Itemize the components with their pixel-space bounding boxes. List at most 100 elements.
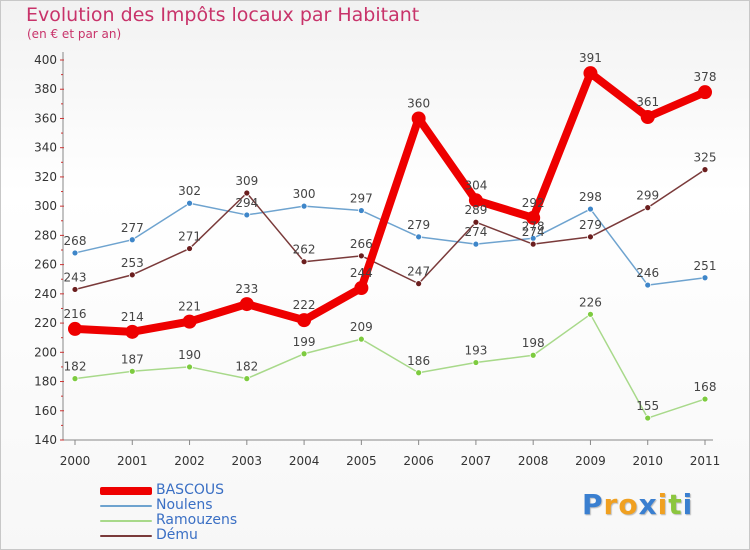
y-tick-label: 360 (34, 111, 57, 125)
x-tick-label: 2003 (232, 454, 263, 468)
data-point-bascous (468, 193, 483, 208)
data-point-demu (644, 204, 652, 212)
y-tick-label: 340 (34, 141, 57, 155)
data-label-bascous: 221 (178, 300, 201, 314)
x-tick-label: 2008 (518, 454, 549, 468)
data-point-ramouzens (415, 369, 423, 377)
data-label-ramouzens: 209 (350, 320, 373, 334)
data-point-ramouzens (529, 351, 537, 359)
y-tick-label: 300 (34, 199, 57, 213)
data-label-noulens: 294 (235, 196, 258, 210)
data-label-bascous: 216 (64, 307, 87, 321)
data-label-bascous: 378 (694, 70, 717, 84)
x-tick-label: 2009 (575, 454, 606, 468)
data-point-demu (587, 233, 594, 241)
legend-label-bascous: BASCOUS (156, 482, 224, 498)
y-tick-label: 220 (34, 316, 57, 330)
data-point-bascous (640, 110, 655, 124)
logo-letter: i (657, 488, 669, 521)
data-point-ramouzens (472, 359, 480, 366)
x-tick-label: 2010 (632, 454, 663, 468)
logo-letter: o (618, 488, 639, 521)
data-point-demu (243, 189, 251, 197)
data-point-ramouzens (71, 375, 79, 383)
data-point-noulens (472, 240, 480, 248)
data-point-bascous (698, 85, 712, 100)
data-label-noulens: 251 (694, 259, 717, 273)
logo-letter: r (603, 488, 619, 521)
data-label-bascous: 304 (464, 178, 487, 192)
data-label-ramouzens: 226 (579, 295, 602, 309)
x-tick-label: 2006 (403, 454, 434, 468)
y-tick-label: 280 (34, 228, 57, 242)
data-point-bascous (125, 324, 140, 339)
data-point-noulens (587, 205, 594, 213)
legend-label-demu: Dému (156, 527, 198, 543)
data-label-ramouzens: 187 (121, 352, 144, 366)
legend-swatch-ramouzens (100, 520, 152, 522)
data-point-ramouzens (357, 335, 365, 343)
legend-swatch-noulens (100, 505, 152, 507)
y-tick-label: 160 (34, 404, 57, 418)
y-tick-label: 320 (34, 170, 57, 184)
data-label-noulens: 278 (522, 219, 545, 233)
data-label-ramouzens: 199 (293, 335, 316, 349)
data-point-noulens (300, 202, 308, 210)
data-label-noulens: 279 (407, 218, 430, 232)
data-point-demu (357, 252, 365, 260)
data-label-bascous: 214 (121, 310, 144, 324)
data-point-bascous (354, 281, 369, 295)
data-label-demu: 247 (407, 265, 430, 279)
data-point-ramouzens (644, 414, 652, 422)
data-point-demu (71, 286, 79, 293)
data-point-noulens (701, 274, 709, 282)
data-label-ramouzens: 155 (636, 399, 659, 413)
data-label-bascous: 222 (293, 298, 316, 312)
data-label-ramouzens: 190 (178, 348, 201, 362)
data-label-bascous: 292 (522, 196, 545, 210)
data-point-noulens (415, 233, 423, 241)
x-tick-label: 2005 (346, 454, 377, 468)
data-point-ramouzens (300, 350, 308, 358)
logo-letter: t (668, 488, 683, 521)
data-point-demu (300, 258, 308, 266)
data-label-ramouzens: 193 (464, 344, 487, 358)
logo-letter: x (638, 488, 658, 521)
data-label-noulens: 302 (178, 184, 201, 198)
y-tick-label: 200 (34, 345, 57, 359)
series-line-bascous (71, 69, 709, 336)
data-point-demu (472, 218, 480, 226)
data-point-noulens (71, 249, 79, 257)
data-point-ramouzens (243, 375, 251, 383)
data-label-demu: 279 (579, 218, 602, 232)
data-point-bascous (526, 210, 541, 225)
data-point-noulens (644, 281, 652, 289)
data-label-demu: 253 (121, 256, 144, 270)
data-label-demu: 262 (293, 243, 316, 257)
x-tick-label: 2011 (690, 454, 721, 468)
data-label-bascous: 361 (636, 95, 659, 109)
data-point-ramouzens (701, 395, 709, 403)
data-label-bascous: 233 (235, 282, 258, 296)
data-point-noulens (186, 199, 193, 207)
data-point-demu (701, 166, 709, 174)
data-point-demu (415, 280, 423, 288)
data-label-demu: 243 (64, 270, 87, 284)
data-label-noulens: 298 (579, 190, 602, 204)
data-label-demu: 266 (350, 237, 373, 251)
x-tick-label: 2004 (289, 454, 320, 468)
data-label-ramouzens: 182 (235, 360, 258, 374)
legend-swatch-bascous (100, 487, 152, 495)
x-tick-label: 2002 (174, 454, 205, 468)
data-point-noulens (128, 236, 136, 244)
data-point-bascous (182, 314, 197, 329)
x-tick-label: 2007 (461, 454, 492, 468)
data-point-bascous (68, 321, 82, 336)
y-tick-label: 180 (34, 375, 57, 389)
data-label-ramouzens: 168 (694, 380, 717, 394)
data-point-demu (186, 245, 193, 252)
logo-letter: i (682, 488, 694, 521)
legend-swatch-demu (100, 535, 152, 537)
